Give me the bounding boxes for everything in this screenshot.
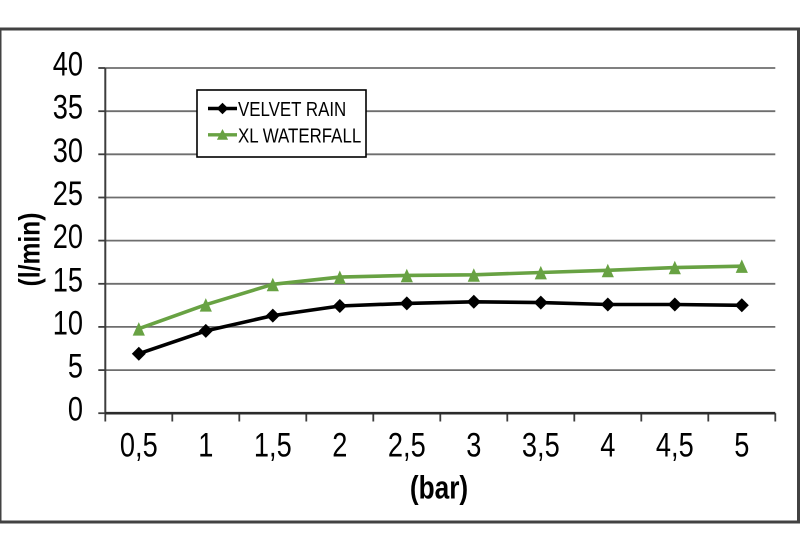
svg-text:40: 40 [53,45,83,84]
svg-text:4: 4 [600,426,615,465]
svg-text:1: 1 [198,426,213,465]
svg-text:35: 35 [53,88,83,127]
svg-text:15: 15 [53,260,83,299]
svg-text:0: 0 [68,390,83,429]
svg-text:XL WATERFALL: XL WATERFALL [238,124,361,147]
svg-text:5: 5 [734,426,749,465]
svg-text:0,5: 0,5 [120,426,158,465]
svg-text:2: 2 [332,426,347,465]
svg-text:30: 30 [53,131,83,170]
svg-text:20: 20 [53,217,83,256]
svg-text:3: 3 [466,426,481,465]
svg-text:25: 25 [53,174,83,213]
svg-text:10: 10 [53,303,83,342]
svg-text:3,5: 3,5 [522,426,560,465]
svg-text:5: 5 [68,347,83,386]
svg-text:4,5: 4,5 [656,426,694,465]
svg-text:2,5: 2,5 [388,426,426,465]
svg-text:1,5: 1,5 [254,426,292,465]
svg-text:(bar): (bar) [410,471,468,506]
svg-text:VELVET RAIN: VELVET RAIN [238,98,346,121]
svg-text:(l/min): (l/min) [12,213,46,287]
